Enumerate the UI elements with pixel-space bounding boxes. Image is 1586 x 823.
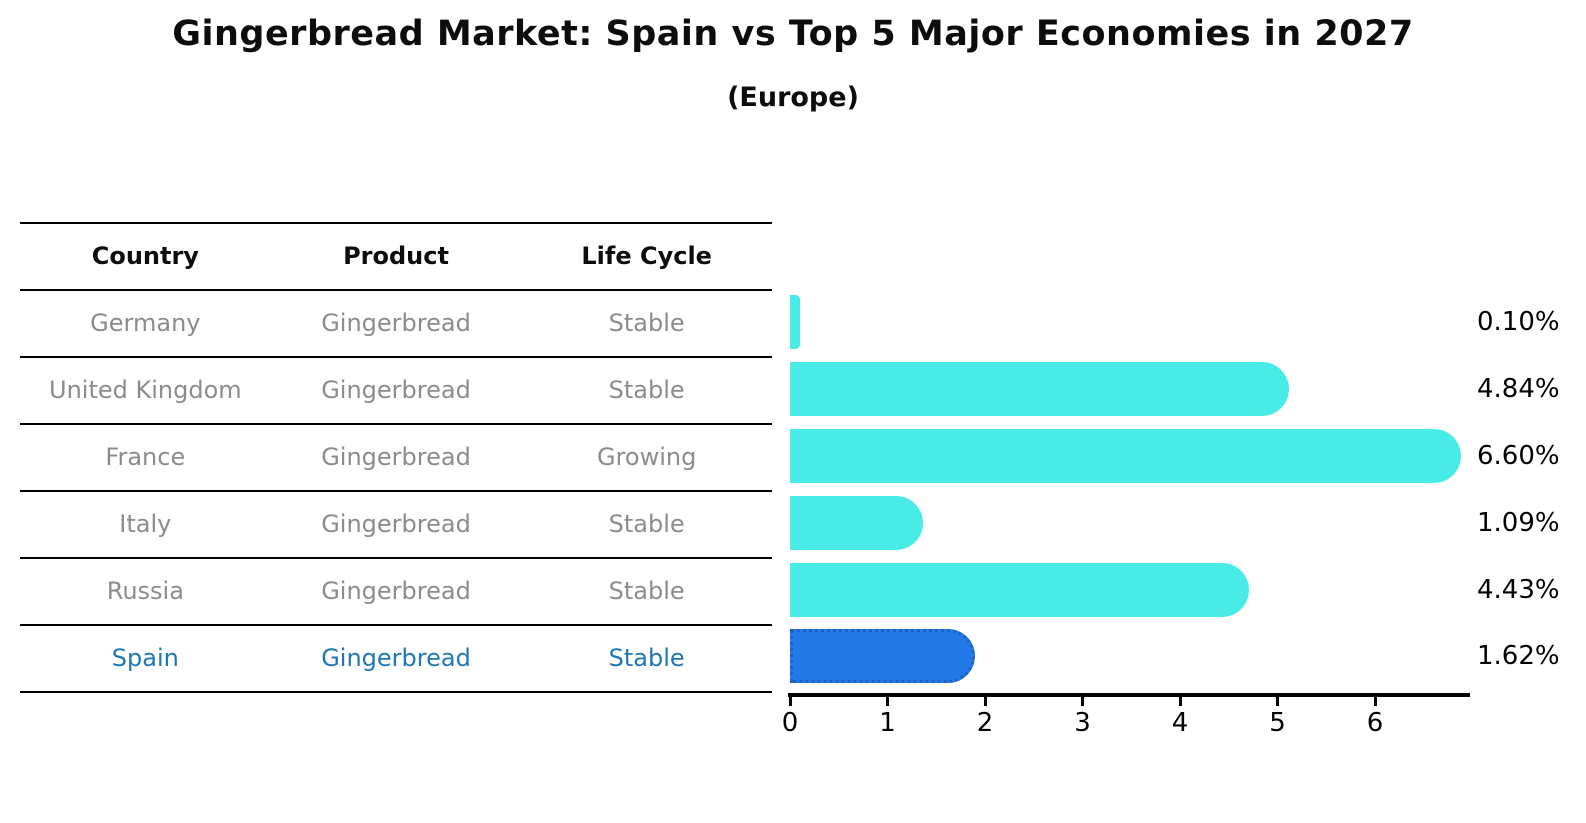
column-header-life-cycle: Life Cycle <box>581 242 712 271</box>
value-label-spain: 1.62% <box>1477 641 1560 672</box>
x-tick-label-1: 1 <box>879 708 896 738</box>
x-tick-label-6: 6 <box>1366 708 1384 738</box>
x-tick-mark <box>983 697 987 706</box>
life-cycle-cell: Stable <box>608 577 685 605</box>
x-tick-label-5: 5 <box>1269 708 1286 738</box>
life-cycle-cell: Stable <box>608 376 685 404</box>
chart-title: Gingerbread Market: Spain vs Top 5 Major… <box>172 14 1414 54</box>
table-row-germany: Germany Gingerbread Stable <box>20 291 772 358</box>
country-cell: Germany <box>90 309 201 337</box>
value-label-russia: 4.43% <box>1477 574 1560 605</box>
x-tick-mark <box>1178 697 1182 706</box>
product-cell: Gingerbread <box>321 644 471 672</box>
product-cell: Gingerbread <box>321 309 471 337</box>
value-label-italy: 1.09% <box>1477 507 1560 538</box>
table-header-row: Country Product Life Cycle <box>20 222 772 291</box>
column-header-product: Product <box>343 242 449 271</box>
chart-subtitle: (Europe) <box>727 82 859 113</box>
bar-germany <box>790 295 800 350</box>
product-cell: Gingerbread <box>321 577 471 605</box>
x-tick-mark <box>886 697 889 706</box>
country-cell: Russia <box>106 577 184 605</box>
x-tick-mark <box>1373 697 1377 706</box>
table-row-italy: Italy Gingerbread Stable <box>20 492 772 559</box>
bar-united-kingdom <box>790 362 1289 417</box>
life-cycle-cell: Growing <box>596 443 697 471</box>
x-tick-label-0: 0 <box>781 708 799 738</box>
bar-spain <box>790 629 975 684</box>
bar-italy <box>790 495 924 550</box>
column-header-country: Country <box>91 242 199 271</box>
x-tick-label-2: 2 <box>976 708 994 738</box>
x-tick-label-4: 4 <box>1171 708 1189 738</box>
x-tick-mark <box>1081 697 1084 706</box>
country-cell: France <box>105 443 186 471</box>
product-cell: Gingerbread <box>321 443 471 471</box>
x-tick-mark <box>788 697 792 706</box>
product-cell: Gingerbread <box>321 510 471 538</box>
table-row-france: France Gingerbread Growing <box>20 425 772 492</box>
table-row-united-kingdom: United Kingdom Gingerbread Stable <box>20 358 772 425</box>
x-axis-line <box>788 693 1470 697</box>
x-tick-label-3: 3 <box>1074 708 1091 738</box>
country-cell: Spain <box>111 644 179 672</box>
table-row-russia: Russia Gingerbread Stable <box>20 559 772 626</box>
country-cell: Italy <box>119 510 172 538</box>
table-row-spain: Spain Gingerbread Stable <box>20 626 772 693</box>
country-table: Country Product Life Cycle Germany Gingerbr… <box>20 222 772 693</box>
life-cycle-cell: Stable <box>608 510 685 538</box>
value-label-germany: 0.10% <box>1477 307 1560 338</box>
life-cycle-cell: Stable <box>608 309 685 337</box>
country-cell: United Kingdom <box>49 376 242 404</box>
value-label-france: 6.60% <box>1477 440 1560 471</box>
x-tick-mark <box>1276 697 1279 706</box>
bar-russia <box>790 562 1249 617</box>
life-cycle-cell: Stable <box>608 644 685 672</box>
product-cell: Gingerbread <box>321 376 471 404</box>
value-label-united-kingdom: 4.84% <box>1477 374 1560 405</box>
bar-france <box>790 429 1461 483</box>
